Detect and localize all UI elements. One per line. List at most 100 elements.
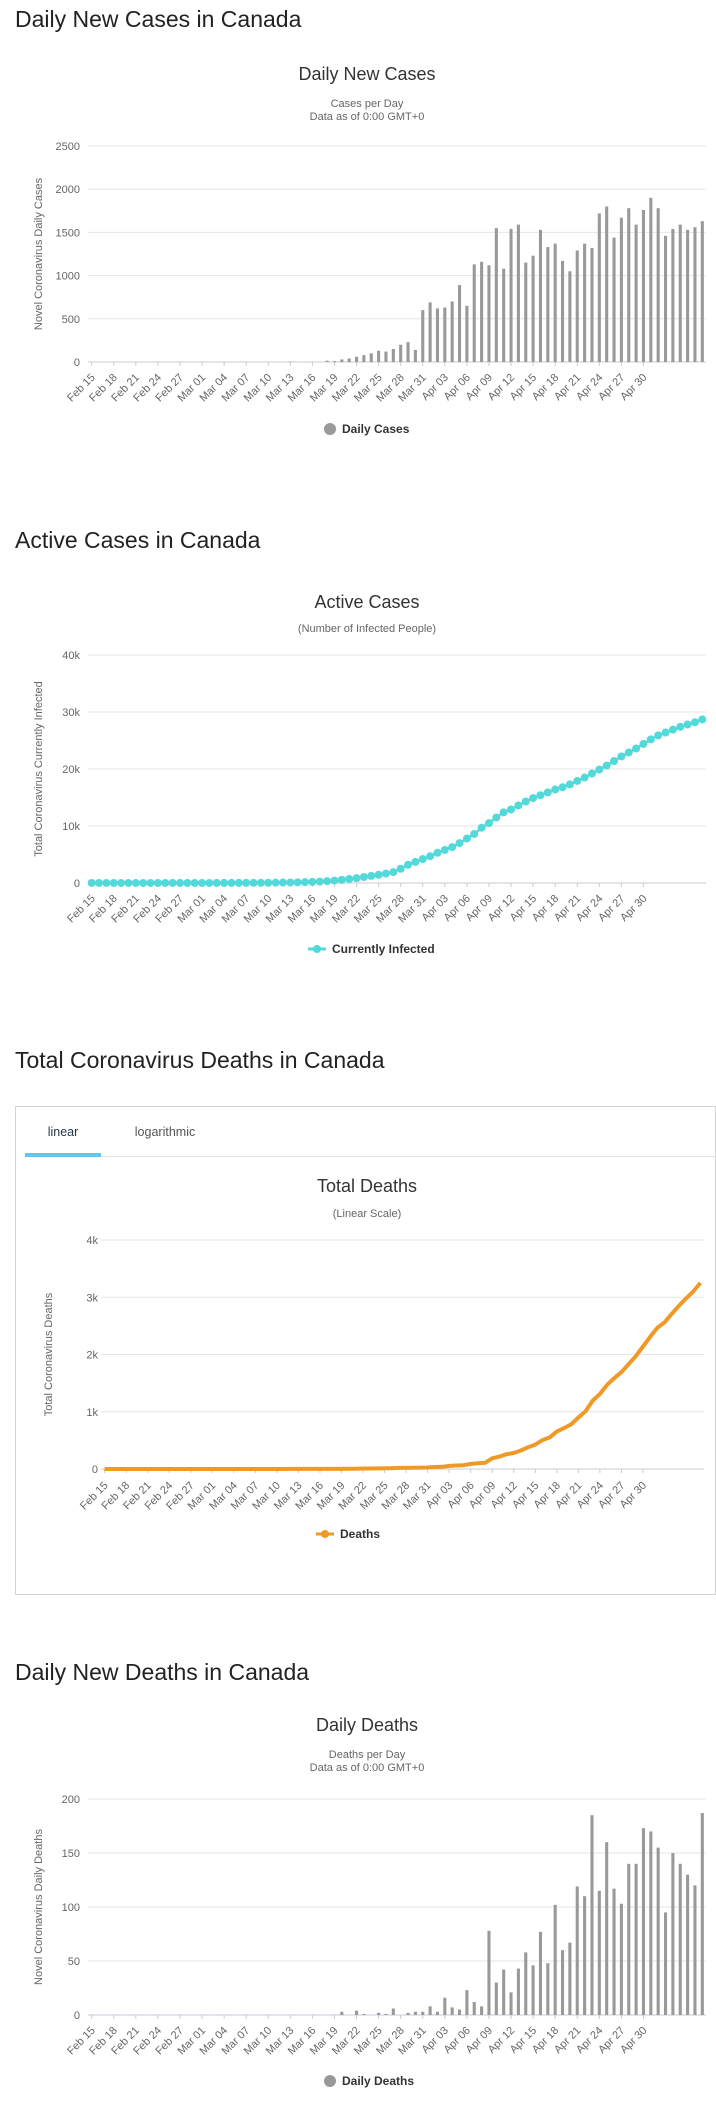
y-tick-label: 0 <box>74 878 80 890</box>
bar <box>627 1863 631 2015</box>
bar <box>472 264 476 362</box>
data-point <box>271 878 280 887</box>
data-point <box>536 791 545 800</box>
data-point <box>367 871 376 880</box>
data-point <box>175 878 184 887</box>
bar <box>509 228 513 362</box>
bar <box>465 305 469 362</box>
bar <box>494 228 498 362</box>
bar <box>678 1863 682 2015</box>
chart-title: Active Cases <box>314 592 419 612</box>
data-point <box>161 878 170 887</box>
bar <box>568 1942 572 2015</box>
bar <box>605 1842 609 2015</box>
data-point <box>580 773 589 782</box>
data-point <box>183 878 192 887</box>
bar <box>575 1886 579 2015</box>
active-cases-heading: Active Cases in Canada <box>15 527 261 553</box>
bar <box>428 302 432 362</box>
data-point <box>249 878 258 887</box>
y-tick-label: 30k <box>62 707 80 719</box>
bar <box>560 260 565 362</box>
total-deaths-chart: Total Deaths (Linear Scale) 0 1k 2k 3k 4k Total… <box>43 1176 704 1541</box>
bar <box>678 224 682 362</box>
data-point <box>426 852 435 861</box>
bar <box>347 358 351 362</box>
bar <box>590 247 594 362</box>
data-point <box>212 878 221 887</box>
bar <box>384 351 388 362</box>
y-tick-label: 500 <box>62 314 80 326</box>
chart-subtitle: (Number of Infected People) <box>298 623 436 635</box>
bar <box>406 2012 410 2015</box>
bar <box>354 356 359 362</box>
data-point <box>278 878 287 887</box>
legend-marker <box>324 2075 336 2087</box>
bar <box>663 235 668 362</box>
tab-linear[interactable]: linear <box>25 1107 101 1157</box>
bar <box>406 342 410 362</box>
y-tick-label: 1000 <box>56 271 80 283</box>
bar <box>671 228 675 362</box>
bar <box>583 243 587 362</box>
data-point <box>646 735 655 744</box>
data-point <box>95 878 104 887</box>
bar <box>362 2013 366 2015</box>
data-point <box>411 857 420 866</box>
bar <box>391 2008 395 2015</box>
bar <box>369 353 373 362</box>
data-point <box>698 715 707 724</box>
bar <box>325 360 329 362</box>
data-point <box>440 845 449 854</box>
data-point <box>286 878 295 887</box>
data-point <box>683 720 692 729</box>
data-point <box>448 843 457 852</box>
bar <box>391 349 395 362</box>
data-point <box>470 829 479 838</box>
data-point <box>455 839 464 848</box>
chart-subtitle: Cases per Day <box>331 98 404 110</box>
bar <box>634 1863 638 2015</box>
data-point <box>507 805 516 814</box>
series-line <box>91 718 703 885</box>
data-point <box>551 785 560 794</box>
data-point <box>595 765 604 774</box>
data-point <box>602 761 611 770</box>
legend-label: Deaths <box>340 1527 380 1541</box>
tab-logarithmic[interactable]: logarithmic <box>134 1125 196 1139</box>
y-tick-label: 100 <box>62 1902 80 1914</box>
bar <box>553 243 557 362</box>
bar <box>340 2011 344 2015</box>
bar <box>686 229 690 362</box>
bar <box>531 255 535 362</box>
data-point <box>242 878 251 887</box>
bar <box>656 1847 660 2015</box>
bar <box>480 2006 484 2015</box>
bar <box>619 217 623 362</box>
total-deaths-heading: Total Coronavirus Deaths in Canada <box>15 1047 385 1073</box>
data-point <box>484 819 493 828</box>
data-point <box>256 878 265 887</box>
data-point <box>565 780 574 789</box>
bar <box>641 209 646 362</box>
bar <box>649 1831 653 2015</box>
data-point <box>661 728 670 737</box>
bar <box>443 1997 447 2015</box>
legend-label: Currently Infected <box>332 942 435 956</box>
data-point <box>190 878 199 887</box>
chart-subtitle: Deaths per Day <box>329 1749 406 1761</box>
bar <box>487 1930 491 2015</box>
data-point <box>477 823 486 832</box>
y-axis-label: Total Coronavirus Deaths <box>43 1292 55 1416</box>
y-tick-label: 50 <box>68 1956 80 1968</box>
bar <box>472 2002 476 2015</box>
bar <box>590 1815 594 2015</box>
bar <box>413 349 417 362</box>
bar <box>560 1950 565 2015</box>
bar <box>428 2006 432 2015</box>
active-cases-chart: Active Cases (Number of Infected People) 0… <box>33 592 707 956</box>
bar <box>509 1992 513 2015</box>
y-tick-label: 0 <box>74 357 80 369</box>
daily-cases-heading: Daily New Cases in Canada <box>15 6 302 32</box>
